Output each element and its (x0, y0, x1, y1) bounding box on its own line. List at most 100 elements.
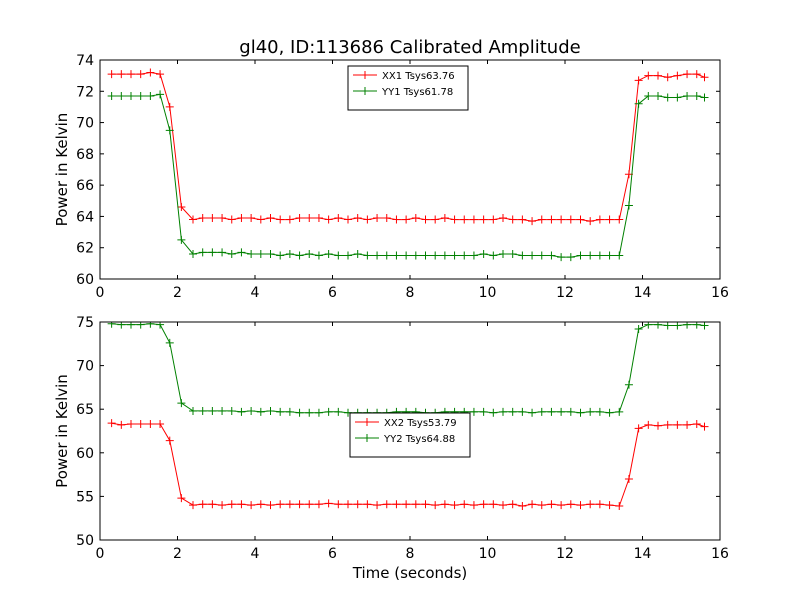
data-point (586, 500, 595, 509)
data-point (673, 420, 682, 429)
data-point (528, 217, 537, 226)
legend: XX1 Tsys63.76 YY1 Tsys61.78 (347, 65, 469, 111)
data-point (421, 500, 430, 509)
data-point (489, 251, 498, 260)
data-point (421, 251, 430, 260)
data-point (537, 251, 546, 260)
data-point (136, 91, 145, 100)
data-point (392, 500, 401, 509)
data-point (189, 406, 197, 415)
data-point (586, 217, 595, 226)
data-point (165, 338, 174, 347)
x-tick-label: 8 (406, 285, 415, 301)
data-point (479, 215, 488, 224)
legend-frame (349, 412, 471, 458)
data-point (266, 249, 275, 258)
y-tick-label: 75 (76, 315, 94, 331)
data-point (382, 251, 391, 260)
data-point (576, 215, 585, 224)
data-point (528, 408, 537, 417)
data-point (595, 500, 604, 509)
data-point (276, 407, 285, 416)
data-point (518, 251, 527, 260)
legend: XX2 Tsys53.79 YY2 Tsys64.88 (349, 412, 471, 458)
plot-area (107, 68, 709, 262)
x-tick-label: 2 (173, 285, 182, 301)
data-point (276, 215, 285, 224)
data-point (344, 251, 352, 260)
data-point (489, 215, 498, 224)
data-point (644, 322, 653, 329)
data-point (469, 501, 478, 510)
data-point (576, 501, 585, 510)
data-point (692, 420, 701, 429)
data-point (189, 215, 197, 224)
data-point (605, 501, 614, 510)
legend-marker (361, 71, 369, 79)
data-point (295, 500, 304, 509)
data-point (547, 407, 556, 416)
data-point (136, 70, 145, 79)
data-point (344, 215, 352, 224)
data-point (518, 407, 527, 416)
data-point (189, 501, 197, 510)
data-point (557, 253, 566, 262)
data-point (460, 251, 469, 260)
data-point (576, 408, 585, 417)
data-point (499, 249, 507, 258)
data-point (156, 90, 165, 99)
data-point (508, 407, 517, 416)
data-point (528, 500, 537, 509)
data-point (537, 407, 546, 416)
x-tick-label: 4 (251, 285, 260, 301)
data-point (557, 501, 566, 510)
data-point (576, 251, 585, 260)
data-point (146, 420, 155, 429)
data-point (700, 322, 709, 330)
data-point (314, 500, 323, 509)
data-point (295, 408, 304, 417)
subplot-2: 0 2 4 6 8 10 12 14 16 50 55 60 65 70 75 Power in Kelvin… (53, 315, 729, 562)
data-point (518, 215, 527, 224)
data-point (683, 70, 692, 79)
data-point (117, 70, 126, 79)
data-point (266, 213, 275, 222)
data-point (117, 420, 126, 429)
data-point (508, 215, 517, 224)
data-point (227, 406, 236, 415)
data-point (218, 406, 227, 415)
y-tick-label: 55 (76, 489, 94, 505)
data-point (508, 249, 517, 258)
data-point (557, 215, 566, 224)
x-tick-label: 16 (711, 546, 729, 562)
data-point (198, 406, 207, 415)
data-point (117, 91, 126, 100)
x-tick-label: 12 (556, 546, 574, 562)
chart-title: gl40, ID:113686 Calibrated Amplitude (239, 37, 580, 58)
data-point (373, 251, 382, 260)
y-tick-label: 66 (76, 178, 94, 194)
data-point (107, 70, 116, 79)
data-point (177, 203, 186, 212)
data-point (566, 253, 575, 262)
data-point (624, 201, 633, 210)
data-point (295, 251, 304, 260)
data-point (431, 251, 440, 260)
data-point (392, 251, 401, 260)
x-tick-label: 12 (556, 285, 574, 301)
data-point (177, 235, 186, 244)
data-point (165, 436, 174, 445)
x-tick-label: 6 (328, 285, 337, 301)
data-point (136, 322, 145, 329)
data-point (700, 422, 709, 431)
x-axis-title: Time (seconds) (352, 564, 468, 582)
data-point (537, 215, 546, 224)
data-point (644, 91, 653, 100)
x-tick-label: 14 (634, 285, 652, 301)
data-point (285, 249, 294, 258)
data-point (208, 248, 217, 257)
y-tick-label: 68 (76, 147, 94, 163)
data-point (177, 399, 186, 408)
